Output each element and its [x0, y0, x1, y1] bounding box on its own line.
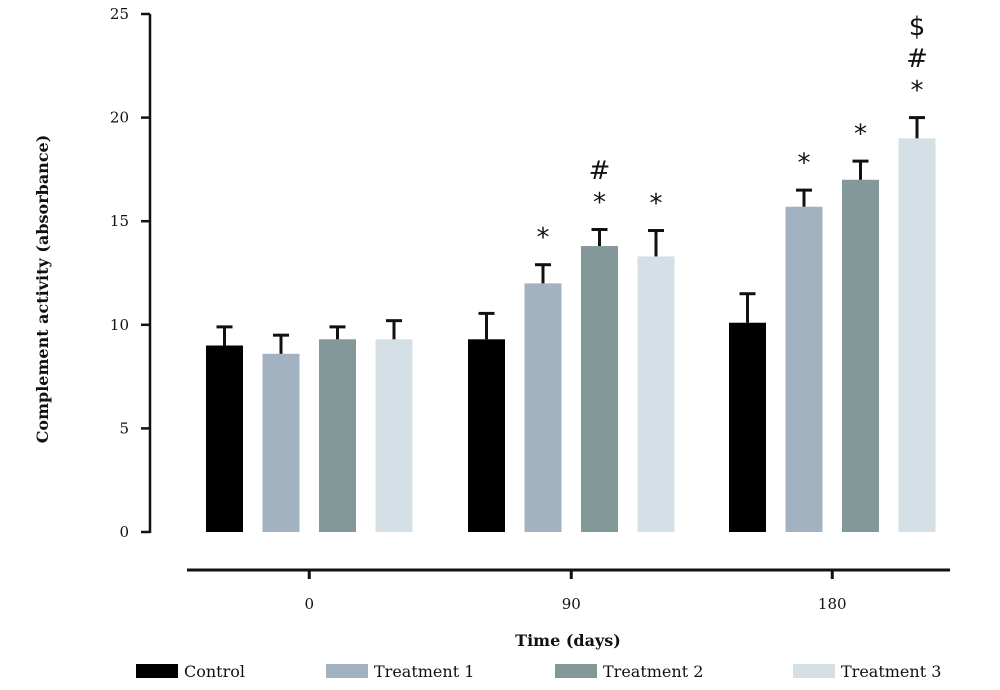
x-tick-label: 90: [562, 595, 581, 613]
bar: [581, 246, 618, 532]
legend: Control Treatment 1 Treatment 2 Treatment 3: [136, 662, 941, 681]
legend-label: Treatment 1: [374, 662, 474, 681]
error-bars-group: [216, 116, 925, 354]
y-tick-label: 25: [110, 5, 129, 23]
bar: [785, 206, 823, 533]
y-tick-label: 0: [119, 523, 129, 541]
significance-mark: #: [589, 156, 611, 186]
significance-mark: *: [798, 149, 811, 179]
significance-mark: *: [593, 188, 606, 218]
x-axis-ticks: 0 90 180: [304, 570, 847, 613]
bar: [375, 339, 413, 532]
significance-mark: *: [854, 120, 867, 150]
y-axis-ticks: 0 5 10 15 20 25: [110, 5, 150, 541]
legend-swatch: [793, 664, 835, 678]
y-tick-label: 20: [110, 109, 129, 127]
bar: [319, 339, 356, 532]
y-tick-label: 5: [119, 419, 129, 437]
x-tick-label: 180: [818, 595, 847, 613]
bar: [206, 345, 243, 532]
x-tick-label: 0: [304, 595, 314, 613]
bar: [729, 322, 766, 532]
significance-mark: $: [909, 12, 926, 42]
y-tick-label: 15: [110, 212, 129, 230]
legend-label: Control: [184, 662, 245, 681]
significance-mark: *: [911, 76, 924, 106]
bar: [262, 353, 300, 532]
legend-label: Treatment 2: [603, 662, 703, 681]
legend-label: Treatment 3: [841, 662, 941, 681]
bar: [524, 283, 562, 532]
legend-swatch: [136, 664, 178, 678]
significance-marks-group: **#****#$: [537, 12, 928, 253]
bars-group: [206, 138, 936, 533]
bar: [637, 256, 675, 532]
x-axis-title: Time (days): [515, 631, 621, 650]
bar: [842, 179, 879, 532]
significance-mark: *: [537, 223, 550, 253]
significance-mark: *: [650, 189, 663, 219]
y-tick-label: 10: [110, 316, 129, 334]
legend-swatch: [555, 664, 597, 678]
y-axis-title: Complement activity (absorbance): [33, 135, 52, 444]
bar: [898, 138, 936, 532]
legend-swatch: [326, 664, 368, 678]
significance-mark: #: [906, 44, 928, 74]
bar: [468, 339, 505, 532]
